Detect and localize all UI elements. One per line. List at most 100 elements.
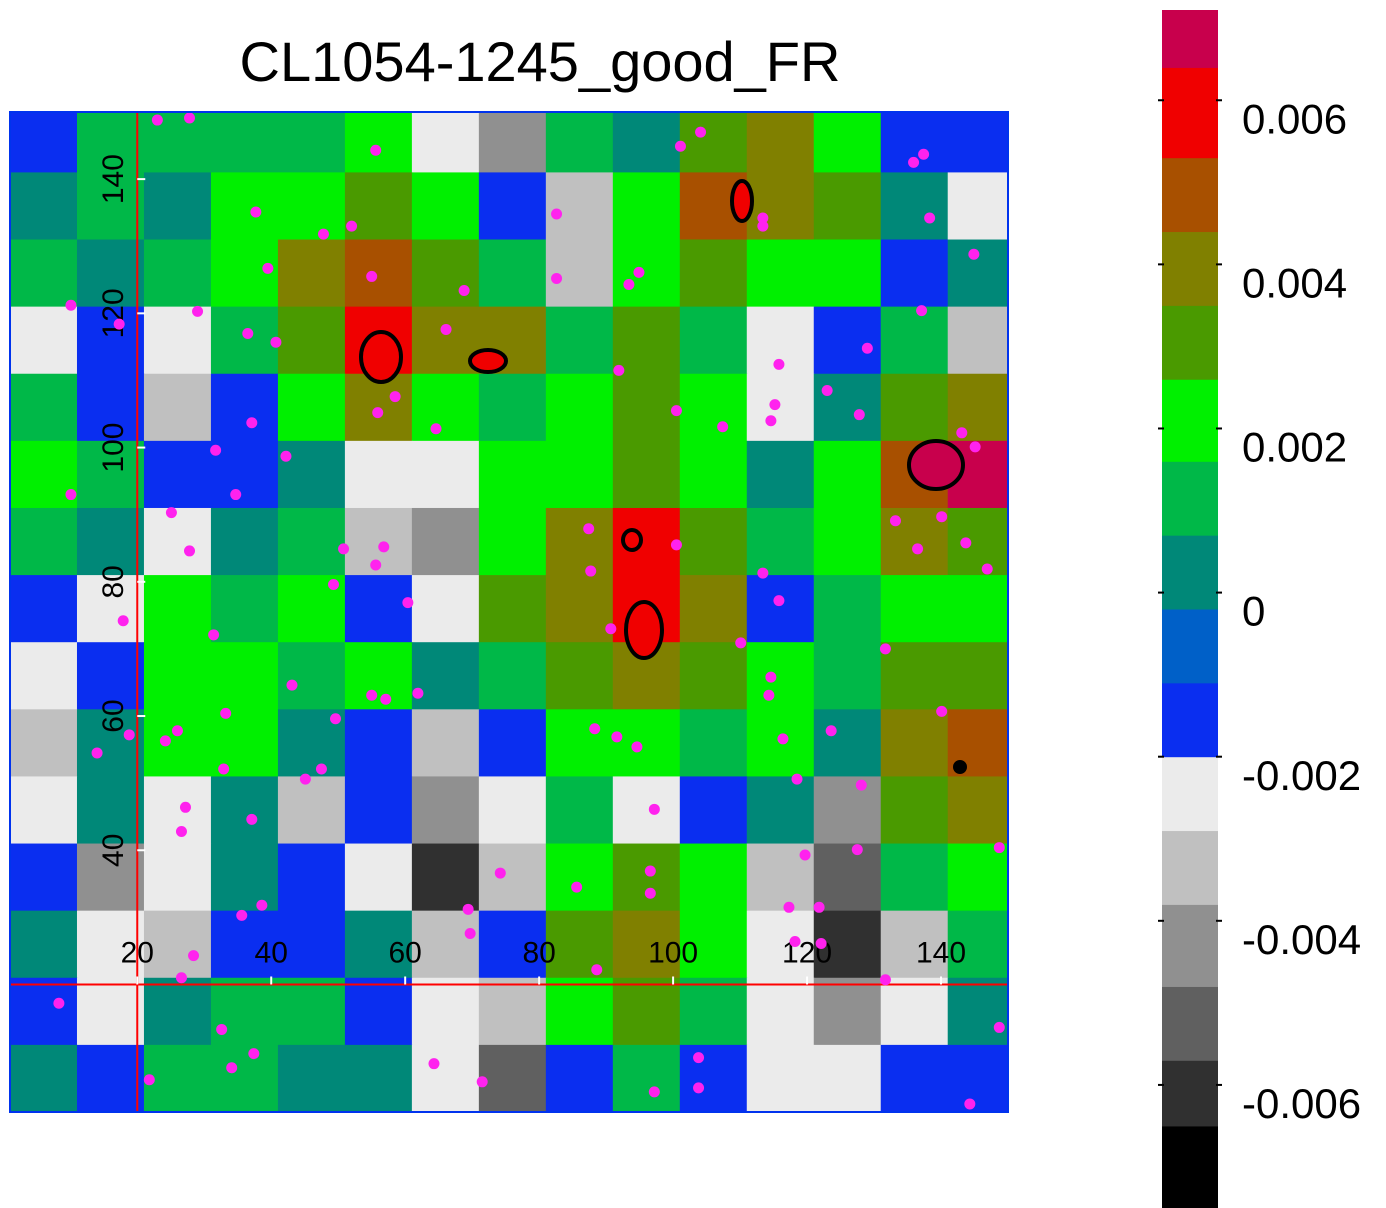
contour — [953, 760, 967, 774]
heatmap-cell — [545, 440, 614, 509]
heatmap-cell — [612, 440, 681, 509]
point — [117, 615, 129, 627]
heatmap-cell — [210, 776, 279, 845]
heatmap-cell — [947, 642, 1008, 710]
heatmap-cell — [880, 910, 949, 979]
heatmap-cell — [545, 910, 614, 979]
point — [91, 747, 103, 759]
point — [171, 725, 183, 737]
point — [757, 567, 769, 579]
point — [623, 278, 635, 290]
heatmap-cell — [947, 843, 1008, 912]
point — [773, 358, 785, 370]
point — [366, 270, 378, 282]
heatmap-cell — [143, 843, 212, 912]
heatmap-cell — [143, 1044, 212, 1112]
heatmap-cell — [679, 507, 748, 576]
heatmap-cell — [210, 843, 279, 912]
point — [328, 578, 340, 590]
point — [188, 950, 200, 962]
contour — [359, 330, 403, 384]
colorbar-band — [1162, 986, 1218, 1061]
heatmap-cell — [344, 843, 413, 912]
heatmap-cell — [679, 239, 748, 308]
x-tick-label: 20 — [121, 936, 154, 969]
heatmap-cell — [947, 977, 1008, 1046]
colorbar-band — [1162, 609, 1218, 684]
colorbar-tick-label: 0.006 — [1242, 95, 1347, 142]
point — [956, 427, 968, 439]
point — [370, 559, 382, 571]
point — [674, 140, 686, 152]
point — [317, 228, 329, 240]
point — [757, 212, 769, 224]
heatmap-cell — [612, 373, 681, 442]
point — [280, 450, 292, 462]
point — [908, 156, 920, 168]
point — [968, 248, 980, 260]
point — [605, 623, 617, 635]
point — [969, 441, 981, 453]
heatmap-cell — [411, 239, 480, 308]
heatmap-cell — [612, 977, 681, 1046]
heatmap-cell — [76, 306, 145, 375]
heatmap-cell — [880, 977, 949, 1046]
heatmap-cell — [10, 172, 78, 241]
y-tick-label: 140 — [97, 154, 130, 204]
heatmap-cell — [277, 440, 346, 509]
point — [428, 1058, 440, 1070]
heatmap-cell — [813, 507, 882, 576]
heatmap-cell — [76, 843, 145, 912]
point — [246, 813, 258, 825]
x-tick-label: 100 — [648, 936, 698, 969]
heatmap-cell — [478, 1044, 547, 1112]
colorbar: -0.006 -0.004 -0.002 0 0.002 0.004 0.006 — [1158, 10, 1361, 1208]
point — [113, 318, 125, 330]
colorbar-band — [1162, 535, 1218, 610]
heatmap-cell — [411, 642, 480, 710]
point — [799, 849, 811, 861]
point — [613, 364, 625, 376]
heatmap — [10, 112, 1008, 1112]
point — [853, 409, 865, 421]
heatmap-cell — [210, 575, 279, 643]
heatmap-cell — [344, 1044, 413, 1112]
heatmap-cell — [813, 440, 882, 509]
heatmap-cell — [880, 373, 949, 442]
heatmap-cell — [813, 843, 882, 912]
point — [791, 773, 803, 785]
point — [777, 733, 789, 745]
heatmap-cell — [813, 172, 882, 241]
points — [53, 112, 1005, 1110]
heatmap-cell — [10, 239, 78, 308]
heatmap-cell — [411, 977, 480, 1046]
point — [644, 887, 656, 899]
heatmap-cell — [143, 239, 212, 308]
heatmap-cell — [545, 776, 614, 845]
heatmap-cell — [679, 373, 748, 442]
point — [179, 801, 191, 813]
heatmap-cell — [478, 776, 547, 845]
heatmap-cell — [478, 910, 547, 979]
heatmap-cell — [143, 709, 212, 778]
colorbar-tick-label: 0 — [1242, 588, 1265, 635]
y-tick-label: 40 — [97, 834, 130, 867]
point — [216, 1023, 228, 1035]
heatmap-cell — [545, 642, 614, 710]
contours — [359, 179, 967, 774]
heatmap-cell — [746, 239, 815, 308]
point — [389, 391, 401, 403]
heatmap-cell — [10, 977, 78, 1046]
colorbar-tick-label: 0.004 — [1242, 259, 1347, 306]
point — [494, 867, 506, 879]
colorbar-tick-label: -0.002 — [1242, 752, 1361, 799]
heatmap-cell — [10, 843, 78, 912]
point — [380, 693, 392, 705]
heatmap-cell — [679, 776, 748, 845]
contour — [730, 179, 754, 223]
heatmap-cell — [76, 112, 145, 174]
colorbar-tick-label: -0.004 — [1242, 916, 1361, 963]
heatmap-cell — [411, 440, 480, 509]
point — [256, 899, 268, 911]
heatmap-cell — [545, 1044, 614, 1112]
